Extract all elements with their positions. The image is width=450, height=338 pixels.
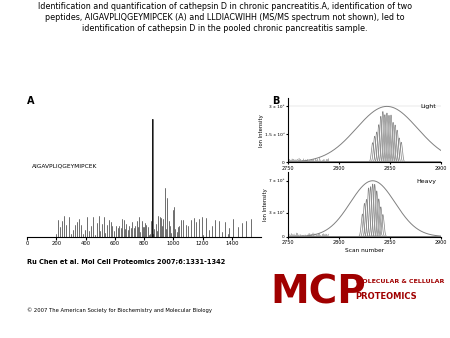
Text: Heavy: Heavy — [416, 179, 436, 184]
Y-axis label: Ion Intensity: Ion Intensity — [263, 188, 268, 221]
Text: PROTEOMICS: PROTEOMICS — [356, 292, 417, 301]
Text: Ru Chen et al. Mol Cell Proteomics 2007;6:1331-1342: Ru Chen et al. Mol Cell Proteomics 2007;… — [27, 259, 225, 265]
Text: MOLECULAR & CELLULAR: MOLECULAR & CELLULAR — [356, 279, 444, 284]
Text: Identification and quantification of cathepsin D in chronic pancreatitis.A, iden: Identification and quantification of cat… — [38, 2, 412, 33]
Text: A: A — [27, 96, 35, 106]
Text: Light: Light — [421, 104, 436, 110]
Y-axis label: Ion Intensity: Ion Intensity — [258, 114, 264, 146]
Text: AIGAVPLIQGEYMIPCEK: AIGAVPLIQGEYMIPCEK — [32, 164, 97, 169]
Text: © 2007 The American Society for Biochemistry and Molecular Biology: © 2007 The American Society for Biochemi… — [27, 308, 212, 313]
Text: B: B — [272, 96, 279, 106]
Text: MCP: MCP — [270, 274, 366, 312]
X-axis label: Scan number: Scan number — [345, 248, 384, 253]
